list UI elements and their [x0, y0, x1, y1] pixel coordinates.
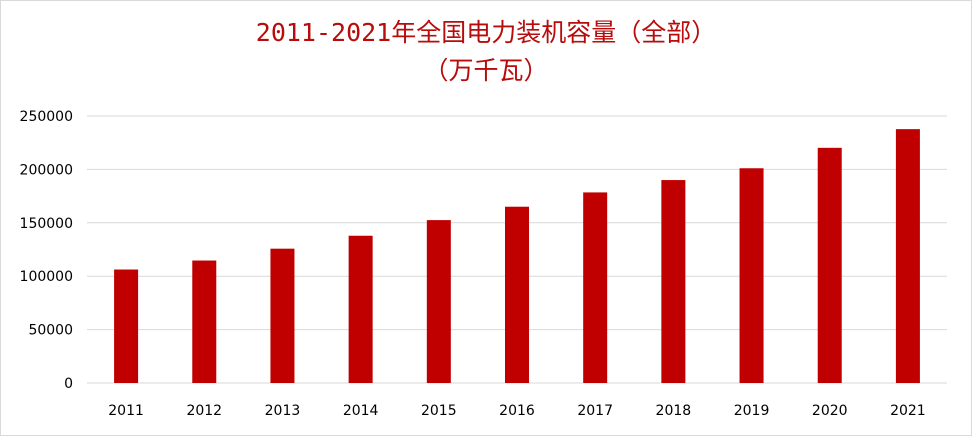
y-tick-label: 250000 [20, 109, 73, 125]
bar-2013 [270, 248, 295, 383]
x-tick-label: 2017 [577, 403, 613, 419]
bar-2012 [192, 260, 217, 383]
bars [114, 129, 920, 383]
x-tick-label: 2018 [656, 403, 692, 419]
x-tick-label: 2015 [421, 403, 457, 419]
y-tick-label: 150000 [20, 216, 73, 232]
x-tick-label: 2014 [343, 403, 379, 419]
bar-2020 [817, 147, 842, 383]
bar-2017 [583, 192, 608, 383]
chart-title: 2011-2021年全国电力装机容量（全部） [255, 18, 717, 47]
bar-2011 [114, 269, 139, 383]
x-tick-label: 2020 [812, 403, 848, 419]
y-tick-label: 200000 [20, 162, 73, 178]
bar-2018 [661, 180, 686, 383]
y-axis-tick-labels: 0 50000 100000 150000 200000 250000 [20, 109, 73, 392]
x-tick-label: 2013 [265, 403, 301, 419]
bar-2019 [739, 168, 764, 383]
x-axis-tick-labels: 2011 2012 2013 2014 2015 2016 2017 2018 2019 2020… [108, 403, 925, 419]
y-tick-label: 100000 [20, 269, 73, 285]
bar-2016 [505, 206, 529, 383]
x-tick-label: 2019 [734, 403, 770, 419]
bar-2021 [895, 129, 920, 383]
y-tick-label: 50000 [28, 323, 73, 339]
x-tick-label: 2011 [108, 403, 144, 419]
bar-2014 [348, 235, 373, 383]
y-tick-label: 0 [64, 376, 73, 392]
chart-subtitle: （万千瓦） [423, 56, 549, 85]
bar-2015 [426, 220, 451, 383]
x-tick-label: 2012 [186, 403, 222, 419]
x-tick-label: 2016 [499, 403, 535, 419]
x-tick-label: 2021 [890, 403, 926, 419]
